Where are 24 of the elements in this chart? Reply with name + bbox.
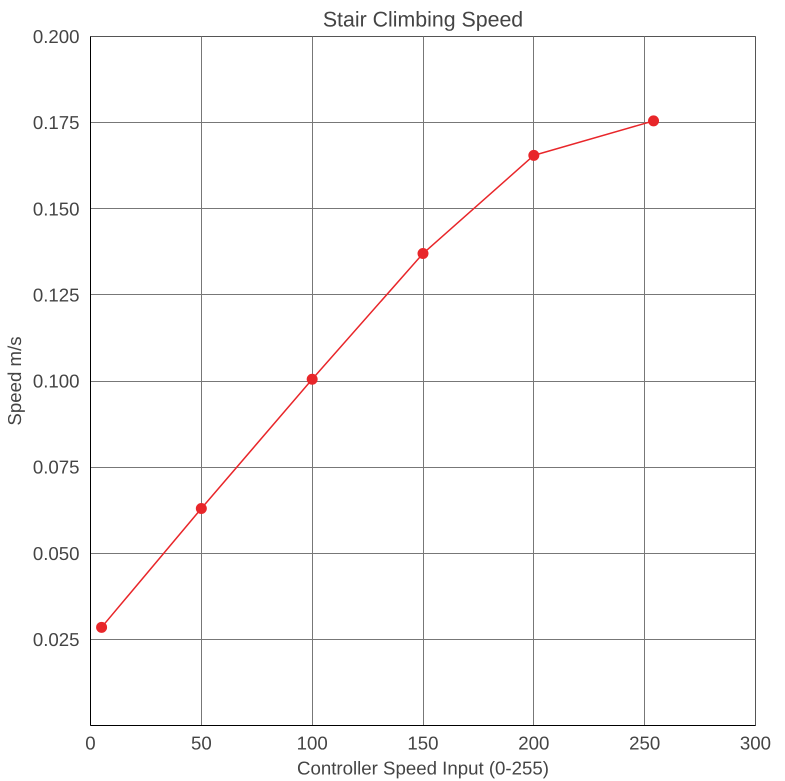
y-tick-label: 0.025 [32,628,80,650]
x-tick-label: 250 [629,732,660,754]
y-tick-label: 0.100 [32,370,80,392]
y-tick-label: 0.200 [32,26,80,47]
y-tick-label: 0.075 [32,456,80,478]
point [306,374,318,385]
point [528,150,540,161]
y-tick-label: 0.150 [32,198,80,220]
y-tick-label: 0.050 [32,542,80,564]
x-tick-label: 200 [518,732,550,754]
chart-title: Stair Climbing Speed [322,8,524,32]
point [196,502,207,514]
x-tick-label: 150 [407,732,439,754]
y-axis-title: Speed m/s [4,336,25,426]
x-tick-label: 300 [740,732,772,754]
y-tick-label: 0.125 [32,284,80,306]
x-axis-title: Controller Speed Input (0-255) [296,758,550,778]
y-tick-label: 0.175 [32,112,80,134]
x-tick-label: 0 [85,732,96,754]
point [418,248,428,260]
point [648,115,660,126]
point [96,622,108,633]
x-tick-label: 50 [190,732,212,754]
x-tick-label: 100 [296,732,328,754]
